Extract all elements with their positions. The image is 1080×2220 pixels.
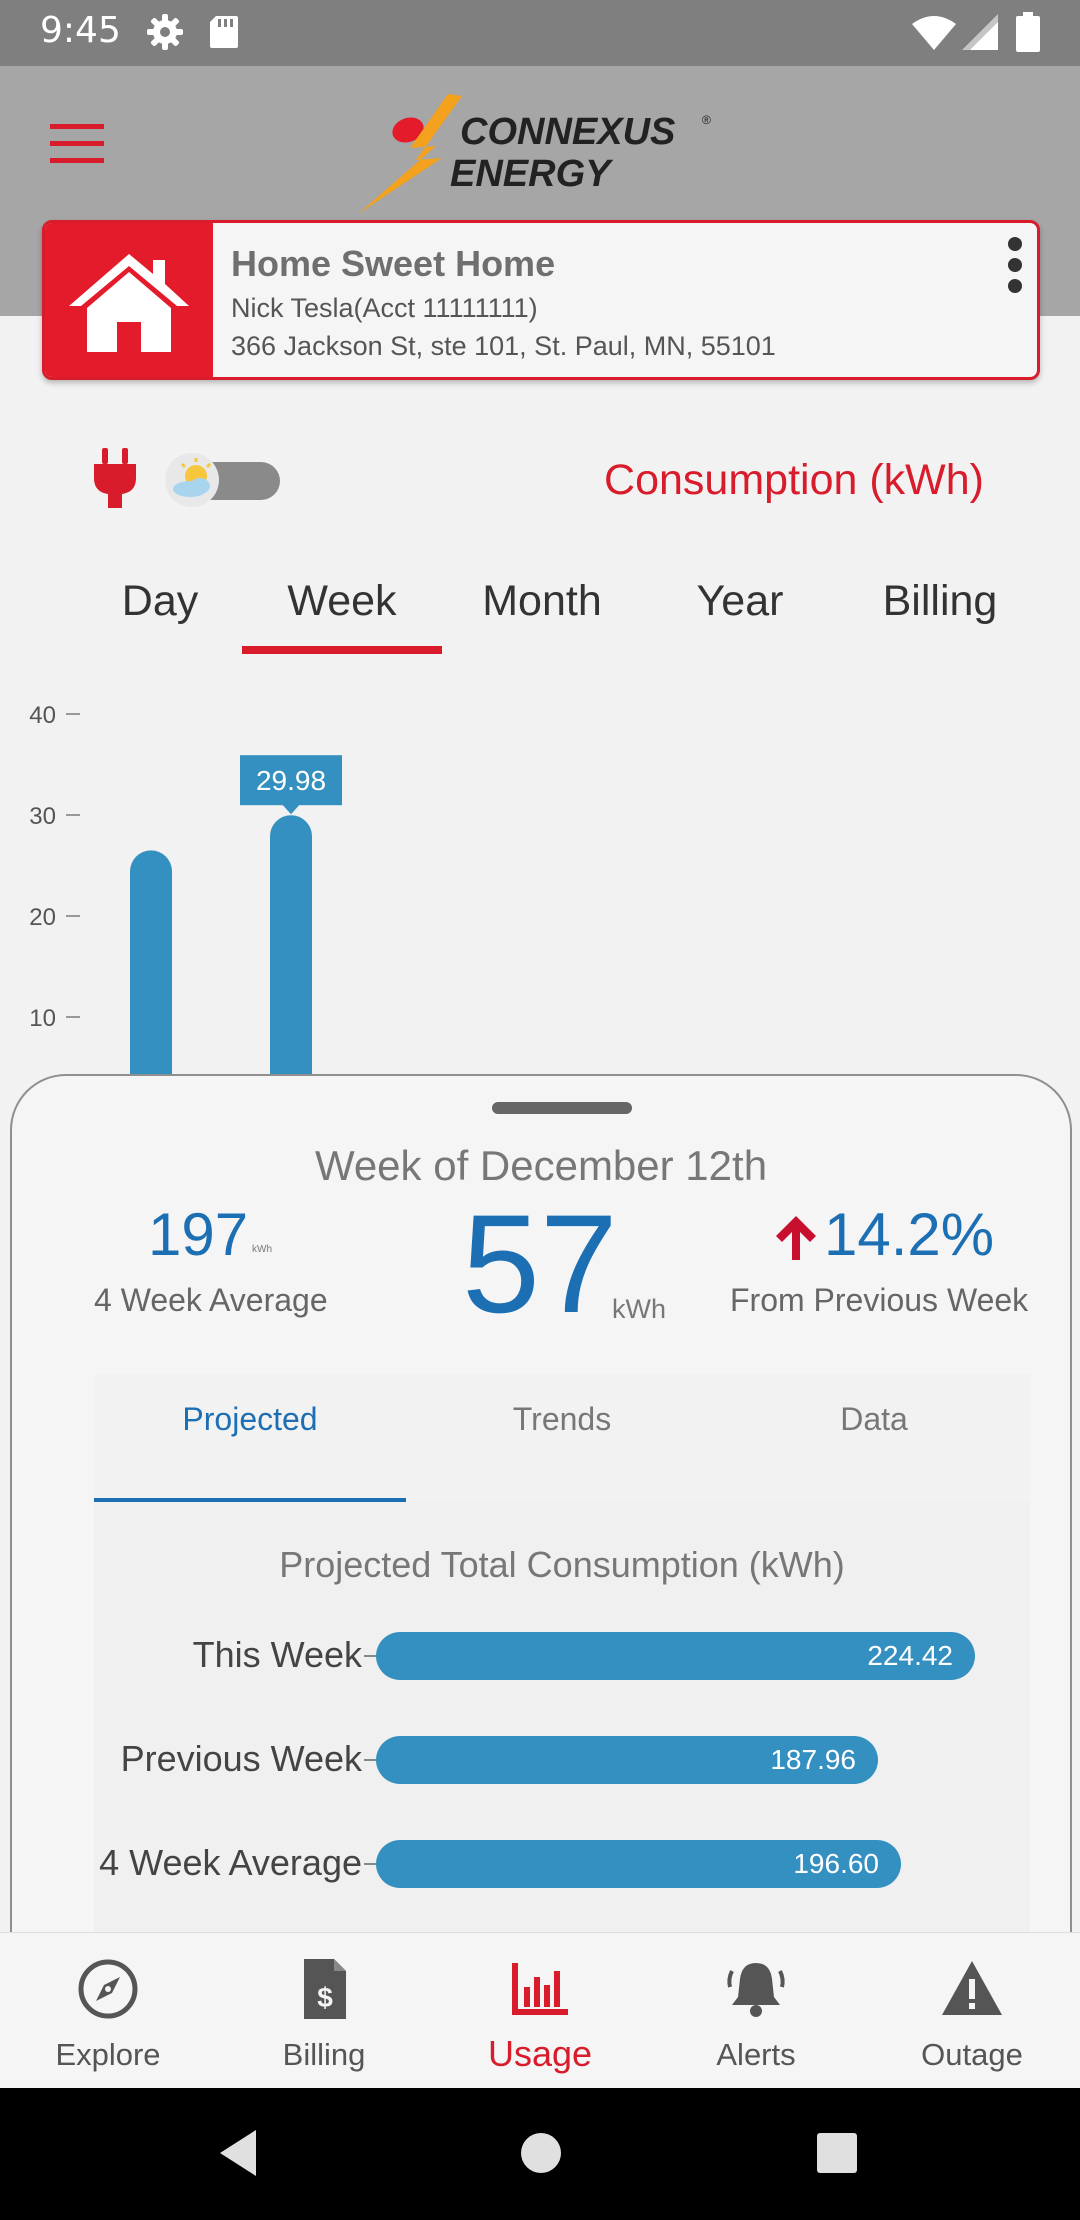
projected-row-previous-week: Previous Week 187.96 (94, 1736, 1030, 1784)
more-vertical-icon[interactable] (1001, 235, 1029, 295)
period-tabs: Day Week Month Year Billing (60, 568, 1060, 654)
connexus-energy-logo: CONNEXUS ® ENERGY (358, 94, 711, 214)
change-percent: 14.2% (824, 1201, 995, 1268)
svg-text:®: ® (702, 113, 711, 127)
recent-apps-icon[interactable] (816, 2132, 858, 2174)
back-icon[interactable] (218, 2128, 258, 2178)
value-tooltip (240, 755, 342, 806)
nav-explore[interactable]: Explore (0, 1933, 216, 2089)
week-title: Week of December 12th (314, 1142, 768, 1189)
consumption-unit-label: Consumption (kWh) (604, 456, 984, 504)
battery-icon (1016, 12, 1040, 52)
home-badge (45, 223, 213, 377)
weekly-usage-chart: 01020304029.98 (29, 702, 342, 1100)
nav-billing[interactable]: $ Billing (216, 1933, 432, 2089)
projected-panel: Projected Total Consumption (kWh) This W… (94, 1502, 1030, 1936)
current-usage-value: 57 (462, 1185, 618, 1342)
nav-label: Usage (487, 2033, 593, 2074)
status-time: 9:45 (40, 10, 121, 51)
projected-bar: 196.60 (376, 1840, 901, 1888)
nav-alerts[interactable]: Alerts (648, 1933, 864, 2089)
wifi-icon (912, 16, 956, 50)
sheet-drag-handle[interactable] (492, 1102, 632, 1114)
projected-bar: 187.96 (376, 1736, 878, 1784)
axis-tick (364, 1759, 376, 1761)
home-circle-icon[interactable] (520, 2132, 562, 2174)
electric-plug-icon (94, 448, 136, 508)
tab-week[interactable]: Week (242, 568, 442, 654)
projected-row-this-week: This Week 224.42 (94, 1632, 1030, 1680)
projected-bar-value: 196.60 (793, 1848, 879, 1879)
house-icon (69, 254, 189, 352)
account-name: Home Sweet Home (231, 243, 556, 284)
usage-summary-sheet: Week of December 12th 197 kWh 4 Week Ave… (10, 1074, 1072, 1936)
sd-card-icon (210, 16, 238, 48)
tab-year[interactable]: Year (696, 577, 784, 625)
svg-text:CONNEXUS: CONNEXUS (460, 111, 675, 153)
svg-text:$: $ (317, 1982, 333, 2013)
nav-label: Outage (921, 2037, 1023, 2072)
nav-outage[interactable]: Outage (864, 1933, 1080, 2089)
tab-projected[interactable]: Projected (94, 1374, 406, 1502)
value-tooltip-label: 29.98 (256, 765, 326, 796)
y-tick-label: 30 (29, 803, 56, 830)
hamburger-menu-icon[interactable] (50, 122, 104, 166)
axis-tick (364, 1863, 376, 1865)
bill-icon: $ (304, 1959, 346, 2019)
bottom-navigation: Explore $ Billing Usage Alerts (0, 1932, 1080, 2088)
system-navigation-bar (0, 2088, 1080, 2220)
settings-gear-icon (147, 14, 183, 50)
average-label: 4 Week Average (94, 1282, 328, 1318)
projected-row-label: 4 Week Average (99, 1842, 362, 1883)
usage-bar (130, 850, 172, 1100)
arrow-up-icon (776, 1216, 816, 1260)
weather-toggle[interactable] (162, 452, 282, 508)
tab-trends[interactable]: Trends (512, 1401, 612, 1437)
projected-row-label: This Week (192, 1634, 362, 1675)
tab-day[interactable]: Day (121, 577, 199, 625)
axis-tick (364, 1655, 376, 1657)
current-usage-unit: kWh (612, 1294, 666, 1324)
warning-icon (942, 1961, 1002, 2015)
projected-bar-value: 187.96 (770, 1744, 856, 1775)
nav-label: Explore (55, 2037, 161, 2072)
y-tick-label: 10 (29, 1005, 56, 1032)
y-tick-label: 40 (29, 702, 56, 729)
tab-billing[interactable]: Billing (882, 577, 998, 625)
projected-bar: 224.42 (376, 1632, 975, 1680)
usage-bar (270, 815, 312, 1100)
tab-data[interactable]: Data (840, 1401, 908, 1437)
account-address: 366 Jackson St, ste 101, St. Paul, MN, 5… (231, 331, 776, 361)
nav-usage[interactable]: Usage (432, 1933, 648, 2089)
average-value: 197 (148, 1201, 249, 1268)
projected-row-label: Previous Week (120, 1738, 362, 1779)
projected-bar-value: 224.42 (867, 1640, 953, 1671)
bell-icon (727, 1963, 785, 2017)
tab-month[interactable]: Month (482, 577, 602, 625)
status-bar: 9:45 (0, 0, 1080, 66)
nav-label: Billing (282, 2037, 366, 2072)
bar-chart-icon (512, 1963, 568, 2015)
svg-text:ENERGY: ENERGY (450, 153, 614, 195)
nav-label: Alerts (716, 2037, 796, 2072)
detail-tabs: Projected Trends Data (94, 1374, 1030, 1502)
projected-row-4-week-average: 4 Week Average 196.60 (94, 1840, 1030, 1888)
compass-icon (78, 1959, 138, 2019)
projected-title: Projected Total Consumption (kWh) (279, 1544, 845, 1585)
y-tick-label: 20 (29, 904, 56, 931)
signal-icon (962, 14, 998, 50)
account-card[interactable]: Home Sweet Home Nick Tesla(Acct 11111111… (42, 220, 1040, 380)
change-label: From Previous Week (730, 1282, 1029, 1318)
value-tooltip-pointer (282, 804, 300, 815)
average-unit: kWh (252, 1244, 272, 1255)
account-holder: Nick Tesla(Acct 11111111) (231, 293, 538, 323)
